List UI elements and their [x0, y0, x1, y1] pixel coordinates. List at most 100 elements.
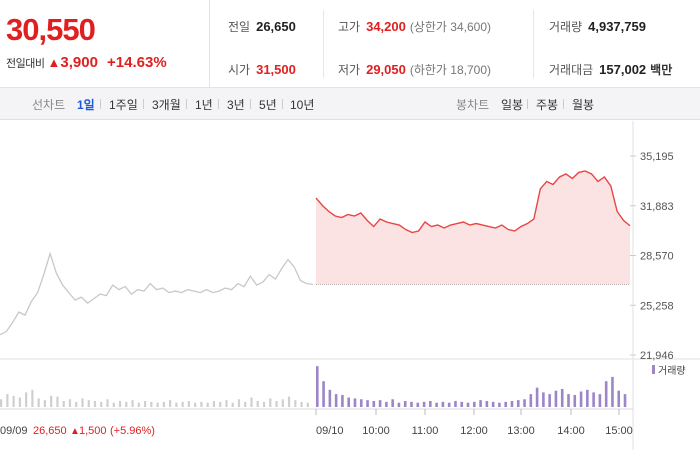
volume-bar-today	[366, 400, 369, 407]
volume-legend-swatch	[652, 365, 655, 374]
volume-bar-today	[535, 387, 539, 407]
volume-bar-prev	[143, 400, 147, 407]
volume-bar-today	[617, 390, 621, 407]
stat-unit: 백만	[650, 63, 673, 77]
volume-bar-prev	[231, 402, 234, 407]
volume-bar-today	[586, 389, 589, 407]
prev-day-close-label: 26,650	[33, 425, 67, 437]
volume-bar-prev	[137, 402, 140, 407]
stat-volume: 거래량 4,937,759	[549, 18, 646, 35]
tab-3y[interactable]: 3년	[227, 98, 245, 112]
volume-bar-today	[322, 381, 325, 407]
volume-bar-prev	[56, 396, 59, 407]
stat-label: 거래량	[549, 20, 583, 34]
prev-day-change-label: 1,500	[79, 425, 107, 437]
volume-panel: 거래량	[0, 365, 686, 407]
volume-bar-prev	[81, 398, 84, 407]
tab-1y[interactable]: 1년	[195, 98, 213, 112]
volume-bar-prev	[244, 401, 247, 407]
stat-value: 26,650	[256, 19, 296, 34]
tab-divider	[563, 99, 564, 109]
y-tick-label: 31,883	[640, 201, 674, 213]
x-tick-label: 11:00	[412, 425, 439, 437]
y-tick-label: 35,195	[640, 151, 674, 163]
volume-bar-prev	[181, 401, 184, 407]
chart-period-tabs: 선차트 1일 1주일 3개월 1년 3년 5년 10년 봉차트 일봉 주봉 월봉	[0, 88, 700, 120]
volume-bar-prev	[50, 395, 53, 407]
today-line	[315, 170, 631, 234]
stat-label: 저가	[338, 63, 361, 77]
volume-bar-today	[485, 400, 489, 407]
line-chart-label: 선차트	[32, 98, 66, 112]
stat-value: 157,002	[599, 62, 647, 77]
volume-bar-prev	[37, 398, 40, 407]
tab-divider	[100, 99, 101, 109]
volume-bar-prev	[62, 400, 65, 407]
volume-bar-today	[542, 392, 545, 407]
volume-bar-today	[385, 401, 388, 407]
tab-divider	[250, 99, 251, 109]
stat-value: 31,500	[256, 62, 296, 77]
today-series	[315, 170, 631, 285]
stat-label: 고가	[338, 20, 361, 34]
volume-bar-today	[548, 394, 551, 407]
volume-bar-prev	[12, 395, 15, 407]
tab-daily-candle[interactable]: 일봉	[501, 98, 524, 112]
stat-value: 4,937,759	[588, 19, 646, 34]
tab-1w[interactable]: 1주일	[109, 98, 138, 112]
volume-bar-today	[560, 388, 564, 407]
volume-bar-today	[498, 402, 501, 407]
volume-bar-today	[359, 399, 363, 407]
tab-monthly-candle[interactable]: 월봉	[572, 98, 595, 112]
current-price: 30,550	[6, 12, 96, 47]
prev-day-date-label: 09/09	[0, 425, 28, 437]
y-tick-label: 25,258	[640, 300, 674, 312]
today-area	[316, 170, 630, 285]
volume-bar-today	[316, 366, 319, 407]
volume-bar-today	[416, 402, 420, 407]
upper-limit: (상한가 34,600)	[409, 20, 492, 34]
volume-bar-today	[454, 400, 457, 407]
volume-bar-prev	[187, 400, 190, 407]
volume-bar-prev	[106, 399, 109, 407]
tab-weekly-candle[interactable]: 주봉	[536, 98, 559, 112]
volume-bar-today	[328, 389, 332, 407]
volume-bar-today	[510, 400, 514, 407]
volume-bar-prev	[162, 401, 165, 407]
y-tick-label: 28,570	[640, 251, 674, 263]
tab-10y[interactable]: 10년	[290, 98, 315, 112]
volume-bar-prev	[43, 400, 47, 407]
volume-bar-prev	[206, 402, 209, 407]
up-triangle-icon: ▲	[47, 55, 61, 70]
volume-bar-prev	[87, 400, 90, 407]
volume-bar-prev	[306, 402, 309, 407]
volume-bar-today	[441, 401, 445, 407]
volume-bar-prev	[275, 400, 278, 407]
volume-bar-prev	[93, 400, 97, 407]
tab-5y[interactable]: 5년	[259, 98, 277, 112]
divider	[533, 10, 534, 78]
tab-1d[interactable]: 1일	[77, 98, 95, 112]
prev-day-series	[0, 251, 314, 336]
price-summary: 30,550 전일대비 ▲3,900 +14.63%	[0, 0, 210, 88]
volume-legend-label: 거래량	[658, 365, 686, 377]
volume-bar-today	[341, 394, 344, 407]
stat-value: 34,200	[366, 19, 406, 34]
volume-bar-prev	[300, 401, 303, 407]
volume-bar-prev	[68, 399, 72, 407]
volume-bar-prev	[281, 399, 284, 407]
volume-bar-today	[397, 402, 401, 407]
volume-bar-prev	[6, 394, 9, 407]
stat-trade-value: 거래대금 157,002 백만	[549, 61, 672, 78]
volume-bar-prev	[175, 402, 178, 407]
volume-bar-today	[567, 394, 570, 407]
tab-divider	[143, 99, 144, 109]
price-change: 전일대비 ▲3,900 +14.63%	[6, 54, 167, 71]
volume-bar-today	[611, 376, 614, 407]
volume-bar-prev	[200, 401, 203, 407]
tab-3m[interactable]: 3개월	[152, 98, 181, 112]
up-triangle-icon: ▲	[70, 426, 80, 437]
volume-bar-today	[378, 400, 382, 407]
volume-bar-today	[466, 402, 470, 407]
volume-bar-today	[604, 381, 608, 407]
